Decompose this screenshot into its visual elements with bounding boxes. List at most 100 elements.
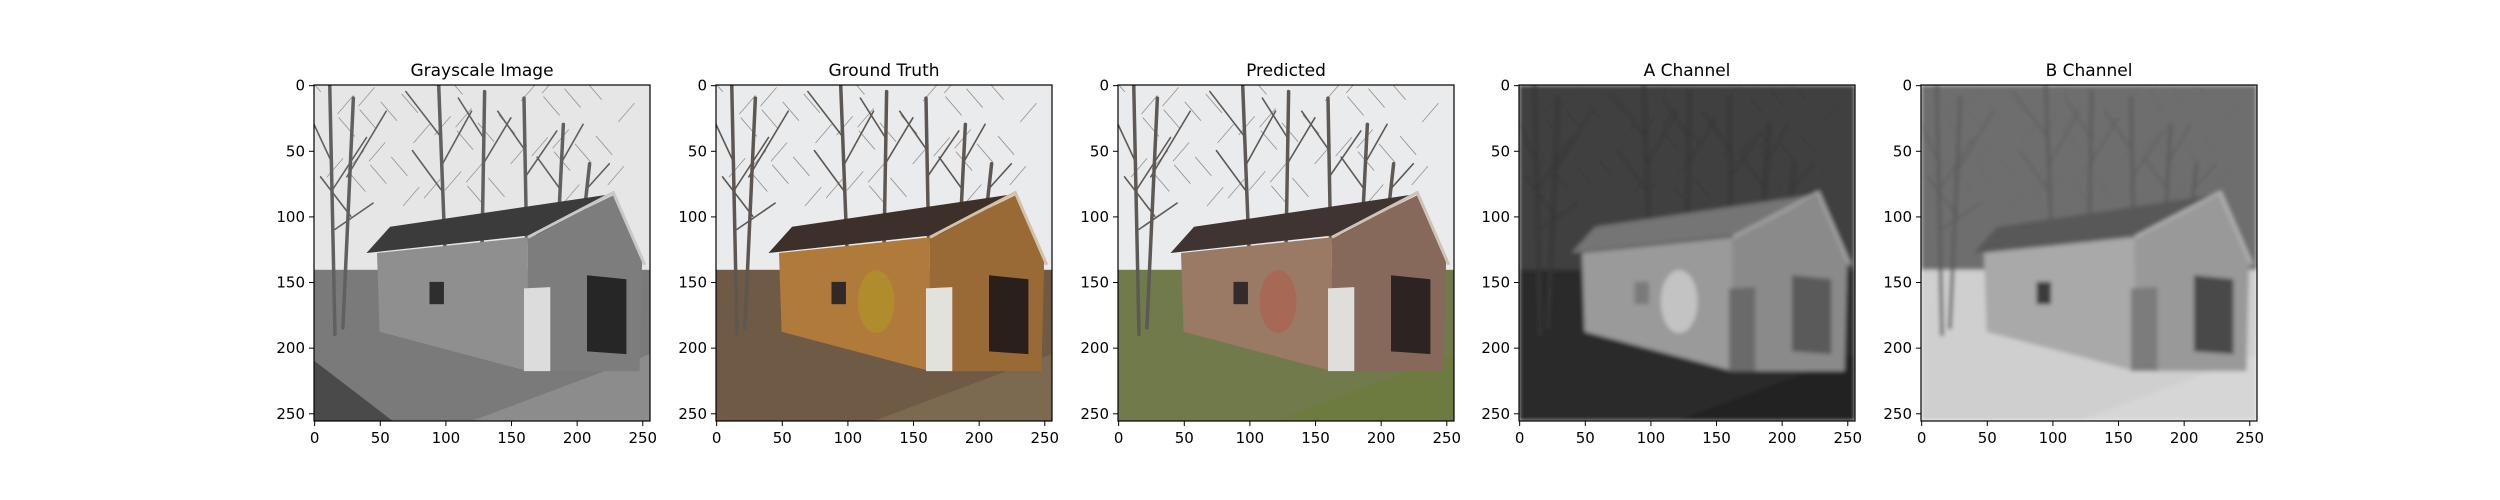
x-tick-label: 250	[1833, 429, 1862, 447]
panel-5: B Channel 0 50 100 150 200 250 0 50 100 150 200 250	[1883, 61, 2264, 447]
y-tick-label: 250	[678, 405, 707, 423]
garage-roof	[1170, 193, 1418, 253]
x-tick-label: 250	[2235, 429, 2264, 447]
y-tick-label: 150	[678, 274, 707, 292]
y-tick-label: 200	[1883, 339, 1912, 357]
panel-title: B Channel	[2046, 61, 2133, 81]
y-tick-label: 50	[688, 142, 707, 160]
panel-title: Ground Truth	[828, 61, 939, 81]
garage-front-wall	[1181, 237, 1332, 372]
axes-frame	[1920, 84, 2258, 422]
y-tick-label: 100	[678, 208, 707, 226]
garage-gable-trim	[2134, 190, 2254, 266]
y-tick-label: 50	[1893, 142, 1912, 160]
garage-window	[1233, 281, 1248, 305]
garage-front-wall	[377, 237, 528, 372]
axes-frame	[1117, 84, 1455, 422]
y-tick-label: 250	[1481, 405, 1510, 423]
garage-roof	[366, 193, 614, 253]
x-tick-label: 100	[2039, 429, 2068, 447]
x-tick-label: 0	[1515, 429, 1525, 447]
garage-window	[429, 281, 444, 305]
garage-opening	[2194, 275, 2234, 355]
y-tick-label: 0	[1902, 77, 1912, 95]
x-tick-label: 50	[371, 429, 390, 447]
x-tick-label: 0	[310, 429, 320, 447]
x-tick-label: 200	[965, 429, 994, 447]
y-tick-label: 50	[286, 142, 305, 160]
axes-frame	[1518, 84, 1856, 422]
y-tick-label: 0	[1099, 77, 1109, 95]
garage-opening	[587, 275, 627, 355]
y-tick-label: 50	[1090, 142, 1109, 160]
x-tick-label: 150	[497, 429, 526, 447]
x-tick-label: 100	[834, 429, 863, 447]
panel-title: Grayscale Image	[410, 61, 553, 81]
garage-roof	[1571, 193, 1819, 253]
garage	[1973, 190, 2254, 372]
garage-front-wall	[1984, 237, 2135, 372]
y-tick-label: 200	[276, 339, 305, 357]
garage-gable-trim	[527, 190, 647, 266]
x-tick-label: 200	[563, 429, 592, 447]
y-tick-label: 0	[295, 77, 305, 95]
x-tick-label: 0	[1114, 429, 1124, 447]
y-tick-label: 150	[1080, 274, 1109, 292]
y-tick-label: 100	[1080, 208, 1109, 226]
x-tick-label: 150	[1702, 429, 1731, 447]
garage-window	[1634, 281, 1649, 305]
x-tick-label: 100	[1236, 429, 1265, 447]
color-accent	[857, 270, 895, 334]
shadow-region	[314, 360, 393, 421]
panel-4: A Channel 0 50 100 150 200 250 0 50 100 150 200 250	[1481, 61, 1862, 447]
garage-door	[2131, 287, 2158, 372]
garage-door	[926, 287, 953, 372]
panel-2: Ground Truth 0 50 100 150 200 250 0 50 100 150 200 2…	[678, 61, 1059, 447]
garage-opening	[1391, 275, 1431, 355]
color-accent	[1660, 270, 1698, 334]
y-tick-label: 150	[1883, 274, 1912, 292]
y-tick-label: 250	[276, 405, 305, 423]
garage-window	[831, 281, 846, 305]
x-tick-label: 0	[1917, 429, 1927, 447]
y-tick-label: 200	[1481, 339, 1510, 357]
garage-opening	[1792, 275, 1832, 355]
x-tick-label: 250	[1432, 429, 1461, 447]
y-tick-label: 250	[1080, 405, 1109, 423]
garage-roof	[1973, 193, 2221, 253]
garage-opening	[989, 275, 1029, 355]
panel-1: Grayscale Image 0 50 100 150 200 250 0 50 100 150 2…	[276, 61, 657, 447]
panel-image-3	[1118, 85, 1454, 421]
panel-3: Predicted 0 50 100 150 200 250 0 50 100 150 200 250	[1080, 61, 1461, 447]
garage-door	[1328, 287, 1355, 372]
x-tick-label: 100	[1637, 429, 1666, 447]
y-tick-label: 200	[1080, 339, 1109, 357]
x-tick-label: 150	[2104, 429, 2133, 447]
y-tick-label: 150	[276, 274, 305, 292]
garage	[768, 190, 1049, 372]
garage-gable-trim	[929, 190, 1049, 266]
x-tick-label: 0	[712, 429, 722, 447]
garage-door	[524, 287, 551, 372]
y-tick-label: 100	[1883, 208, 1912, 226]
garage-gable-trim	[1331, 190, 1451, 266]
x-tick-label: 50	[773, 429, 792, 447]
panel-image-5	[1921, 85, 2257, 421]
color-accent	[1259, 270, 1297, 334]
garage	[366, 190, 647, 372]
panel-image-2	[716, 85, 1052, 421]
x-tick-label: 250	[628, 429, 657, 447]
x-tick-label: 200	[1367, 429, 1396, 447]
garage	[1170, 190, 1451, 372]
garage	[1571, 190, 1852, 372]
x-tick-label: 50	[1576, 429, 1595, 447]
y-tick-label: 0	[697, 77, 707, 95]
panel-title: Predicted	[1246, 61, 1326, 81]
x-tick-label: 200	[2170, 429, 2199, 447]
x-tick-label: 100	[432, 429, 461, 447]
x-tick-label: 150	[899, 429, 928, 447]
garage-front-wall	[779, 237, 930, 372]
garage-door	[1729, 287, 1756, 372]
axes-frame	[715, 84, 1053, 422]
